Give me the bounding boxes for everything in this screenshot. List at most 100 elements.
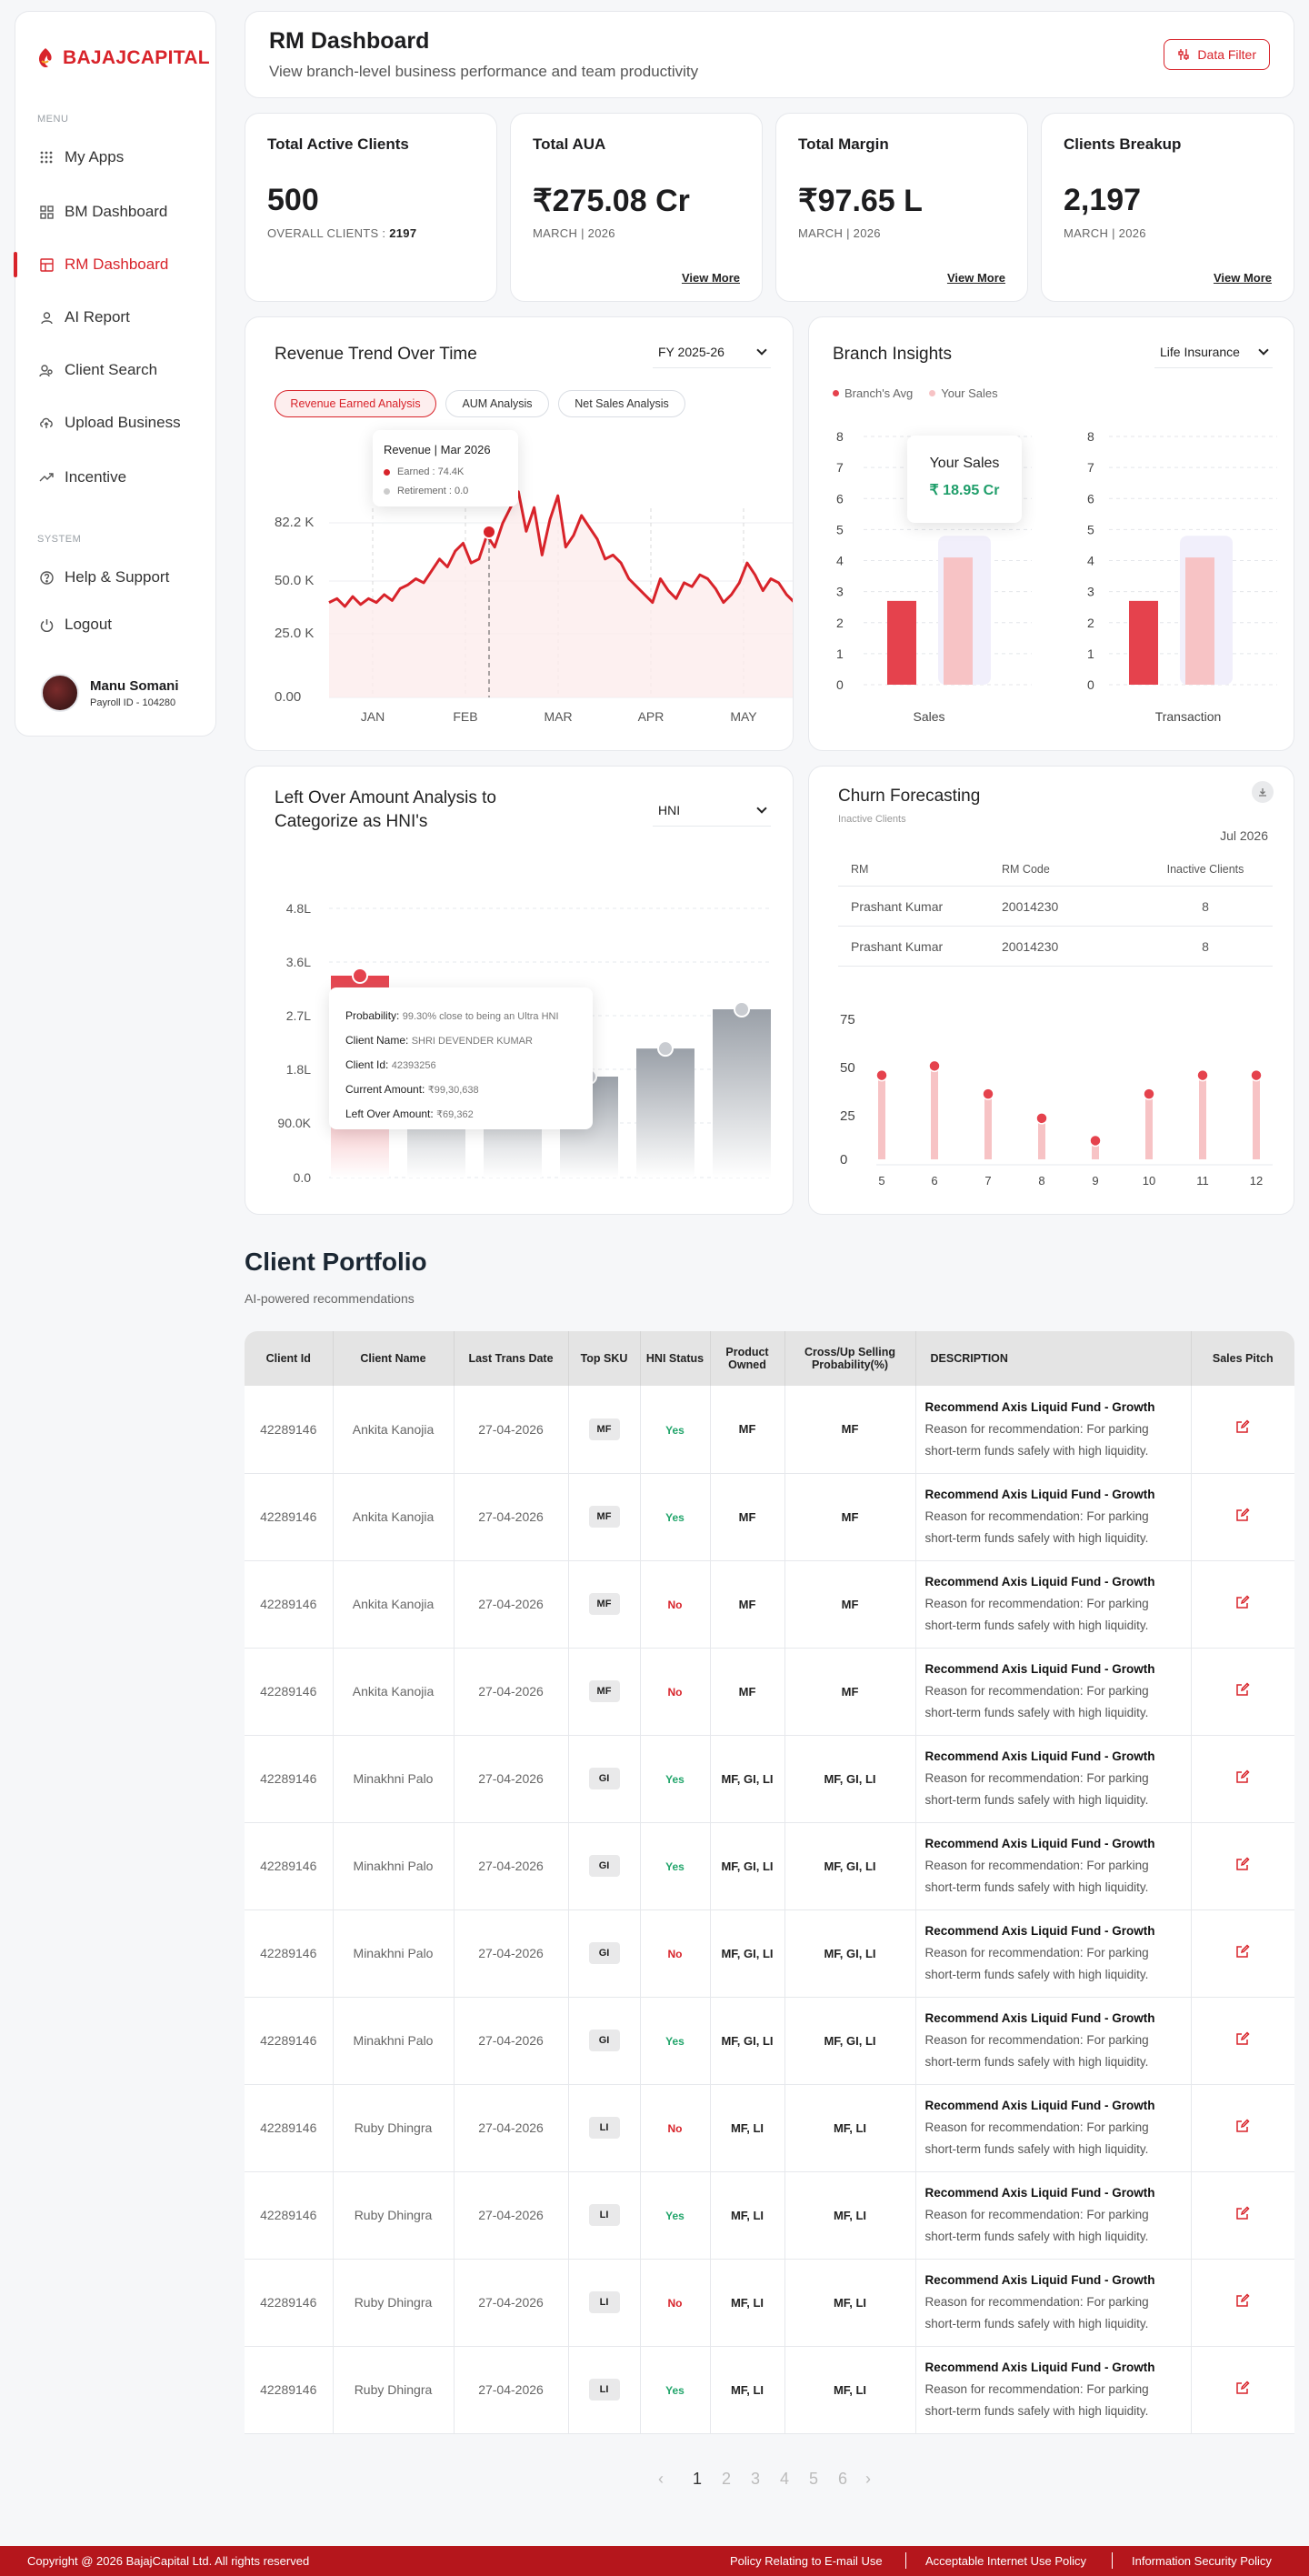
hni-status-badge: No <box>667 1686 683 1699</box>
edit-pitch-icon[interactable] <box>1235 1943 1250 1962</box>
data-filter-button[interactable]: Data Filter <box>1164 39 1270 70</box>
edit-pitch-icon[interactable] <box>1235 1856 1250 1875</box>
table-row[interactable]: 42289146 Minakhni Palo 27-04-2026 GI Yes MF, … <box>245 1822 1294 1910</box>
page-2[interactable]: 2 <box>722 2470 732 2488</box>
chip-revenue-earned[interactable]: Revenue Earned Analysis <box>275 390 436 417</box>
col-top-sku[interactable]: Top SKU <box>568 1331 641 1386</box>
table-row[interactable]: 42289146 Ruby Dhingra 27-04-2026 LI Yes MF, L… <box>245 2346 1294 2434</box>
download-button[interactable] <box>1252 781 1274 803</box>
churn-table-row[interactable]: Prashant Kumar 20014230 8 <box>838 887 1273 927</box>
page-1[interactable]: 1 <box>693 2470 703 2488</box>
stat-card-total-margin: Total Margin ₹97.65 L MARCH | 2026 View … <box>775 113 1028 302</box>
sku-badge: GI <box>588 1855 620 1877</box>
table-row[interactable]: 42289146 Ankita Kanojia 27-04-2026 MF No MF MF… <box>245 1648 1294 1736</box>
col-sales-pitch[interactable]: Sales Pitch <box>1191 1331 1294 1386</box>
edit-pitch-icon[interactable] <box>1235 2380 1250 2399</box>
edit-pitch-icon[interactable] <box>1235 2030 1250 2050</box>
col-client-id[interactable]: Client Id <box>245 1331 334 1386</box>
chip-aum[interactable]: AUM Analysis <box>445 390 549 417</box>
sidebar-item-logout[interactable]: Logout <box>15 606 217 643</box>
edit-pitch-icon[interactable] <box>1235 2118 1250 2137</box>
table-row[interactable]: 42289146 Ankita Kanojia 27-04-2026 MF Yes MF M… <box>245 1473 1294 1561</box>
footer-link-internet-policy[interactable]: Acceptable Internet Use Policy <box>925 2554 1087 2568</box>
brand-logo[interactable]: BAJAJCAPITAL <box>35 46 210 70</box>
edit-pitch-icon[interactable] <box>1235 1507 1250 1526</box>
y-tick-label: 0.00 <box>275 689 301 705</box>
prev-page-chevron-icon[interactable]: ‹ <box>658 2470 664 2488</box>
cell-product-owned: MF, GI, LI <box>710 1735 785 1823</box>
col-hni-status[interactable]: HNI Status <box>640 1331 711 1386</box>
edit-pitch-icon[interactable] <box>1235 2205 1250 2224</box>
page-4[interactable]: 4 <box>780 2470 790 2488</box>
view-more-link[interactable]: View More <box>681 271 740 285</box>
system-section-label: SYSTEM <box>37 534 82 545</box>
tooltip-key: Probability: <box>345 1009 400 1022</box>
table-row[interactable]: 42289146 Ruby Dhingra 27-04-2026 LI No MF, LI… <box>245 2259 1294 2347</box>
fy-select[interactable]: FY 2025-26 <box>653 336 771 368</box>
user-profile[interactable]: Manu Somani Payroll ID - 104280 <box>41 674 179 712</box>
sidebar-item-help-support[interactable]: Help & Support <box>15 559 217 596</box>
table-row[interactable]: 42289146 Minakhni Palo 27-04-2026 GI Yes MF, … <box>245 1997 1294 2085</box>
cell-description: Recommend Axis Liquid Fund - Growth Reaso… <box>915 1473 1192 1561</box>
panel-title: Churn Forecasting <box>838 787 981 806</box>
sidebar-item-ai-report[interactable]: AI Report <box>15 299 217 336</box>
page-3[interactable]: 3 <box>751 2470 761 2488</box>
sidebar-item-label: Logout <box>65 616 112 633</box>
hni-select[interactable]: HNI <box>653 794 771 827</box>
cell-client-name: Ankita Kanojia <box>333 1386 455 1474</box>
chip-net-sales[interactable]: Net Sales Analysis <box>558 390 685 417</box>
edit-pitch-icon[interactable] <box>1235 2292 1250 2311</box>
col-rm: RM <box>851 862 869 876</box>
table-row[interactable]: 42289146 Ruby Dhingra 27-04-2026 LI No MF, LI… <box>245 2084 1294 2172</box>
sidebar-item-bm-dashboard[interactable]: BM Dashboard <box>15 194 217 230</box>
col-client-name[interactable]: Client Name <box>333 1331 455 1386</box>
help-icon <box>39 570 54 585</box>
your-sales-tooltip: Your Sales ₹ 18.95 Cr <box>907 436 1022 523</box>
cell-last-trans-date: 27-04-2026 <box>454 1822 569 1910</box>
next-page-chevron-icon[interactable]: › <box>865 2470 871 2488</box>
cell-description: Recommend Axis Liquid Fund - Growth Reaso… <box>915 1997 1192 2085</box>
stat-sub-label: MARCH | 2026 <box>798 226 881 240</box>
table-row[interactable]: 42289146 Ankita Kanojia 27-04-2026 MF No MF MF… <box>245 1560 1294 1649</box>
sidebar-item-my-apps[interactable]: My Apps <box>15 139 217 175</box>
cell-sales-pitch <box>1191 1560 1294 1649</box>
col-cross-selling[interactable]: Cross/Up Selling Probability(%) <box>784 1331 916 1386</box>
churn-table-row[interactable]: Prashant Kumar 20014230 8 <box>838 927 1273 967</box>
sku-badge: MF <box>588 1593 620 1615</box>
sidebar-item-rm-dashboard[interactable]: RM Dashboard <box>14 246 217 283</box>
cell-rm: Prashant Kumar <box>851 938 944 954</box>
stat-value: ₹97.65 L <box>798 184 923 218</box>
table-row[interactable]: 42289146 Minakhni Palo 27-04-2026 GI Yes MF, … <box>245 1735 1294 1823</box>
bar-your-sales <box>1185 557 1214 685</box>
col-product-owned[interactable]: Product Owned <box>710 1331 785 1386</box>
edit-pitch-icon[interactable] <box>1235 1594 1250 1613</box>
sidebar-item-incentive[interactable]: Incentive <box>15 459 217 496</box>
page-6[interactable]: 6 <box>838 2470 848 2488</box>
revenue-area <box>329 491 793 697</box>
view-more-link[interactable]: View More <box>1213 271 1272 285</box>
stat-card-total-active-clients: Total Active Clients 500 OVERALL CLIENTS… <box>245 113 497 302</box>
panel-title: Branch Insights <box>833 345 952 364</box>
table-row[interactable]: 42289146 Ruby Dhingra 27-04-2026 LI Yes MF, L… <box>245 2171 1294 2260</box>
col-last-trans-date[interactable]: Last Trans Date <box>454 1331 569 1386</box>
x-tick-label: MAY <box>730 709 757 724</box>
col-description[interactable]: DESCRIPTION <box>915 1331 1192 1386</box>
table-row[interactable]: 42289146 Ankita Kanojia 27-04-2026 MF Yes MF M… <box>245 1386 1294 1474</box>
table-row[interactable]: 42289146 Minakhni Palo 27-04-2026 GI No MF, G… <box>245 1909 1294 1998</box>
sidebar-item-client-search[interactable]: Client Search <box>15 352 217 388</box>
y-tick-label: 8 <box>1087 429 1094 444</box>
footer-link-security-policy[interactable]: Information Security Policy <box>1132 2554 1272 2568</box>
edit-pitch-icon[interactable] <box>1235 1769 1250 1788</box>
footer-link-email-policy[interactable]: Policy Relating to E-mail Use <box>730 2554 883 2568</box>
edit-pitch-icon[interactable] <box>1235 1419 1250 1438</box>
sidebar-item-upload-business[interactable]: Upload Business <box>15 405 217 441</box>
cell-description: Recommend Axis Liquid Fund - Growth Reaso… <box>915 1386 1192 1474</box>
product-select[interactable]: Life Insurance <box>1154 336 1273 368</box>
edit-pitch-icon[interactable] <box>1235 1681 1250 1700</box>
view-more-link[interactable]: View More <box>946 271 1005 285</box>
recommendation-title: Recommend Axis Liquid Fund - Growth <box>924 2360 1155 2374</box>
cell-client-id: 42289146 <box>245 2346 334 2434</box>
tooltip-val: 42393256 <box>391 1060 436 1071</box>
sidebar-item-label: Help & Support <box>65 568 170 586</box>
page-5[interactable]: 5 <box>809 2470 819 2488</box>
